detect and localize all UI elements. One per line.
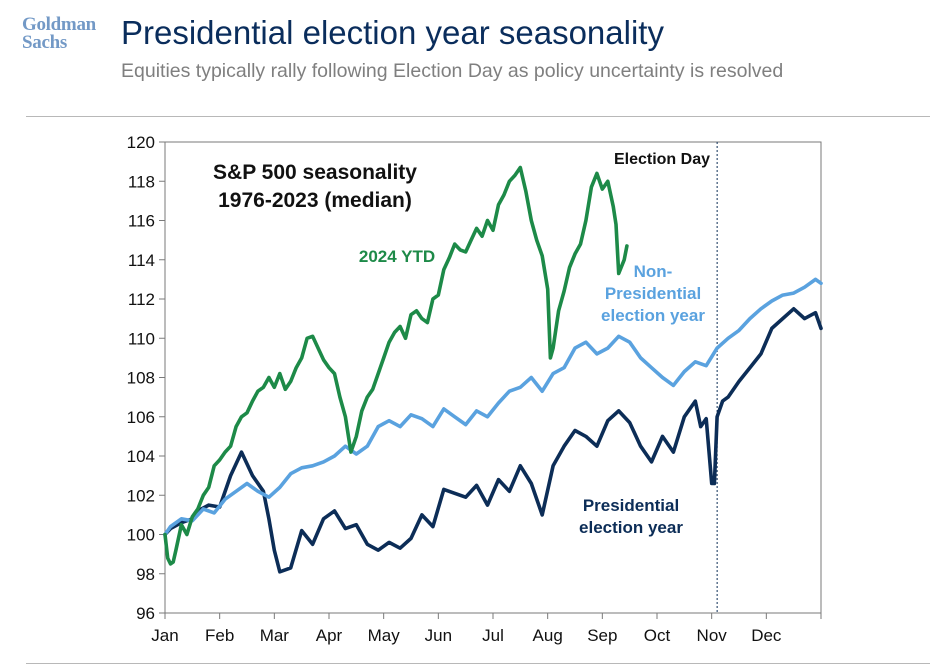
x-tick-label: Nov [697,626,728,645]
y-tick-label: 108 [127,369,155,388]
series-line-2024-ytd [163,165,629,566]
goldman-sachs-logo: Goldman Sachs [22,14,112,53]
x-tick-label: Mar [260,626,290,645]
y-tick-label: 112 [128,290,155,309]
non-pres-label-line-2: Presidential [605,284,701,303]
y-tick-label: 120 [127,133,155,152]
pres-label-line-1: Presidential [583,496,679,515]
y-tick-label: 96 [136,604,155,623]
y-axis: 96 98 100 102 104 106 108 110 112 114 116 118 120 [127,133,165,623]
y-tick-label: 110 [128,329,155,348]
y-tick-label: 98 [136,565,155,584]
y-tick-label: 116 [128,212,155,231]
x-tick-label: Oct [644,626,671,645]
x-tick-label: May [368,626,401,645]
page-title: Presidential election year seasonality [121,14,664,51]
ytd-2024-label: 2024 YTD [359,247,435,266]
x-tick-label: Sep [587,626,617,645]
y-tick-label: 100 [127,526,155,545]
series-group [163,165,823,574]
logo-line-2: Sachs [22,32,67,53]
series-line-presidential-election-year [163,306,823,574]
x-tick-label: Jun [425,626,452,645]
y-tick-label: 114 [128,251,155,270]
pres-label-line-2: election year [579,518,683,537]
election-day-label: Election Day [614,151,710,168]
plot-frame [164,141,822,614]
y-tick-label: 118 [128,172,155,191]
y-tick-label: 104 [127,447,155,466]
x-tick-label: Feb [205,626,234,645]
chart-title-line-2: 1976-2023 (median) [218,189,412,212]
logo-line-1: Goldman [22,14,96,35]
x-tick-label: Apr [316,626,343,645]
chart-title-line-1: S&P 500 seasonality [213,161,417,184]
x-tick-label: Jan [151,626,178,645]
non-pres-label-line-3: election year [601,306,705,325]
header-divider [26,116,930,117]
x-tick-label: Aug [533,626,563,645]
footer-divider [26,663,930,664]
x-tick-label: Jul [482,626,504,645]
x-tick-label: Dec [751,626,782,645]
page-subtitle: Equities typically rally following Elect… [121,60,784,82]
x-axis: Jan Feb Mar Apr May Jun Jul Aug Sep Oct Nov Dec [151,613,822,645]
non-pres-label-line-1: Non- [634,262,673,281]
y-tick-label: 106 [127,408,155,427]
series-line-non-presidential-election-year [163,277,823,537]
y-tick-label: 102 [127,486,155,505]
